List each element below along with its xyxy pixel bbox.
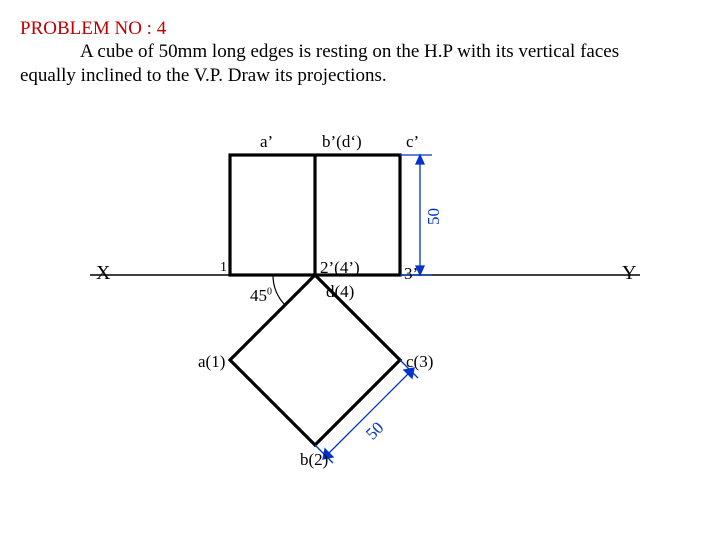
- label-a1: a(1): [198, 352, 225, 372]
- label-d4: d(4): [326, 282, 354, 302]
- angle-45-text: 450: [250, 286, 272, 306]
- label-Y: Y: [622, 262, 636, 285]
- dim-50-v-text: 50: [424, 208, 444, 225]
- label-c3: c(3): [406, 352, 433, 372]
- label-a-prime: a’: [260, 132, 273, 152]
- angle-45-sup: 0: [267, 286, 272, 297]
- angle-45-num: 45: [250, 286, 267, 305]
- dim-50-diagonal: [315, 360, 418, 463]
- label-24-prime: 2’(4’): [320, 258, 360, 278]
- slide-canvas: PROBLEM NO : 4 A cube of 50mm long edges…: [0, 0, 720, 540]
- angle-arc: [273, 275, 285, 305]
- label-b2: b(2): [300, 450, 328, 470]
- label-3-prime: 3’: [404, 264, 418, 284]
- label-c-prime: c’: [406, 132, 419, 152]
- label-bd-prime: b’(d‘): [322, 132, 362, 152]
- label-1-prime: 1’: [220, 260, 232, 276]
- label-X: X: [96, 262, 110, 285]
